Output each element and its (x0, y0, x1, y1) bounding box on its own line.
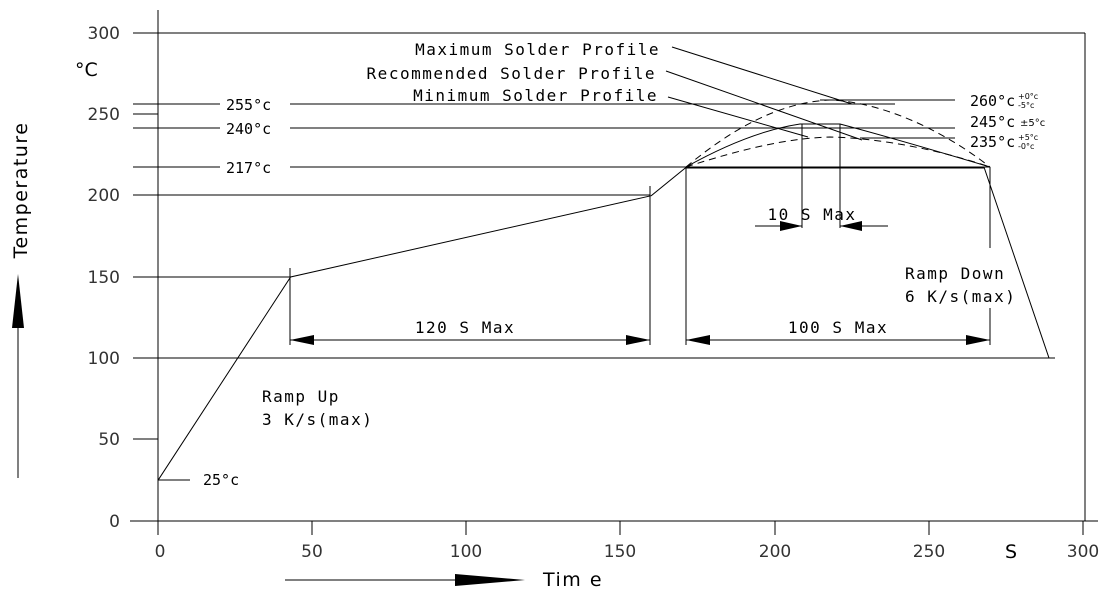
peak-235-main: 235°c (970, 133, 1015, 151)
preheat-duration-label: 120 S Max (415, 318, 515, 337)
x-axis-title: Tim e (542, 569, 603, 591)
reflow-dimension: 100 S Max (686, 318, 990, 345)
x-tick-50: 50 (301, 542, 323, 562)
peak-235-tol-lower: -0°c (1018, 142, 1034, 151)
y-tick-0: 0 (109, 512, 120, 532)
x-arrow-head (455, 574, 525, 586)
peak-260-main: 260°c (970, 92, 1015, 110)
reflow-duration-label: 100 S Max (788, 318, 888, 337)
marker-240: 240°c (226, 120, 271, 138)
peak-260-tol-lower: -5°c (1018, 101, 1034, 110)
peak-dimension: 10 S Max (755, 205, 888, 231)
ramp-down-line2: 6 K/s(max) (905, 287, 1016, 306)
min-peak-curve (685, 136, 991, 168)
x-axis-title-group: Tim e (285, 569, 603, 591)
preheat-dimension: 120 S Max (290, 318, 650, 345)
ramp-up-line2: 3 K/s(max) (262, 410, 373, 429)
peak-245-tol: ±5°c (1020, 118, 1045, 129)
marker-217: 217°c (226, 159, 271, 177)
x-tick-100: 100 (450, 542, 482, 562)
x-ticks: 0 50 100 150 200 250 300 (155, 521, 1099, 562)
peak-label-235: 235°c +5°c -0°c (970, 133, 1038, 151)
x-tick-300: 300 (1067, 542, 1099, 562)
x-tick-0: 0 (155, 542, 166, 562)
peak-label-245: 245°c ±5°c (970, 113, 1045, 131)
profile-line (157, 167, 1050, 481)
y-tick-250: 250 (88, 105, 120, 125)
peak-260-tol-upper: +0°c (1018, 92, 1038, 101)
x-tick-150: 150 (604, 542, 636, 562)
y-tick-150: 150 (88, 268, 120, 288)
legend-max-profile: Maximum Solder Profile (415, 40, 660, 59)
y-tick-50: 50 (98, 430, 120, 450)
rec-profile-pointer (665, 70, 863, 141)
y-arrow-head (12, 274, 24, 328)
x-tick-250: 250 (913, 542, 945, 562)
y-tick-100: 100 (88, 349, 120, 369)
y-axis-title-group: Temperature (10, 122, 32, 478)
y-unit-label: °C (75, 59, 98, 81)
reference-lines (133, 99, 1055, 481)
marker-25: 25°c (203, 471, 239, 489)
x-unit-label: S (1005, 541, 1017, 563)
legend-min-profile: Minimum Solder Profile (413, 86, 658, 105)
marker-255: 255°c (226, 96, 271, 114)
y-tick-300: 300 (88, 24, 120, 44)
peak-245-main: 245°c (970, 113, 1015, 131)
min-profile-pointer (667, 96, 809, 138)
peak-duration-label: 10 S Max (767, 205, 856, 224)
max-peak-curve (685, 99, 991, 168)
peak-label-260: 260°c +0°c -5°c (970, 92, 1038, 110)
ramp-up-line1: Ramp Up (262, 387, 340, 406)
legend-recommended-profile: Recommended Solder Profile (367, 64, 656, 83)
recommended-peak-curve (685, 123, 991, 168)
max-profile-pointer (671, 46, 853, 105)
x-tick-200: 200 (759, 542, 791, 562)
y-ticks: 300 250 200 150 100 50 0 (88, 24, 158, 532)
ramp-down-line1: Ramp Down (905, 264, 1005, 283)
y-axis-title: Temperature (10, 122, 32, 260)
y-tick-200: 200 (88, 186, 120, 206)
peak-235-tol-upper: +5°c (1018, 133, 1038, 142)
